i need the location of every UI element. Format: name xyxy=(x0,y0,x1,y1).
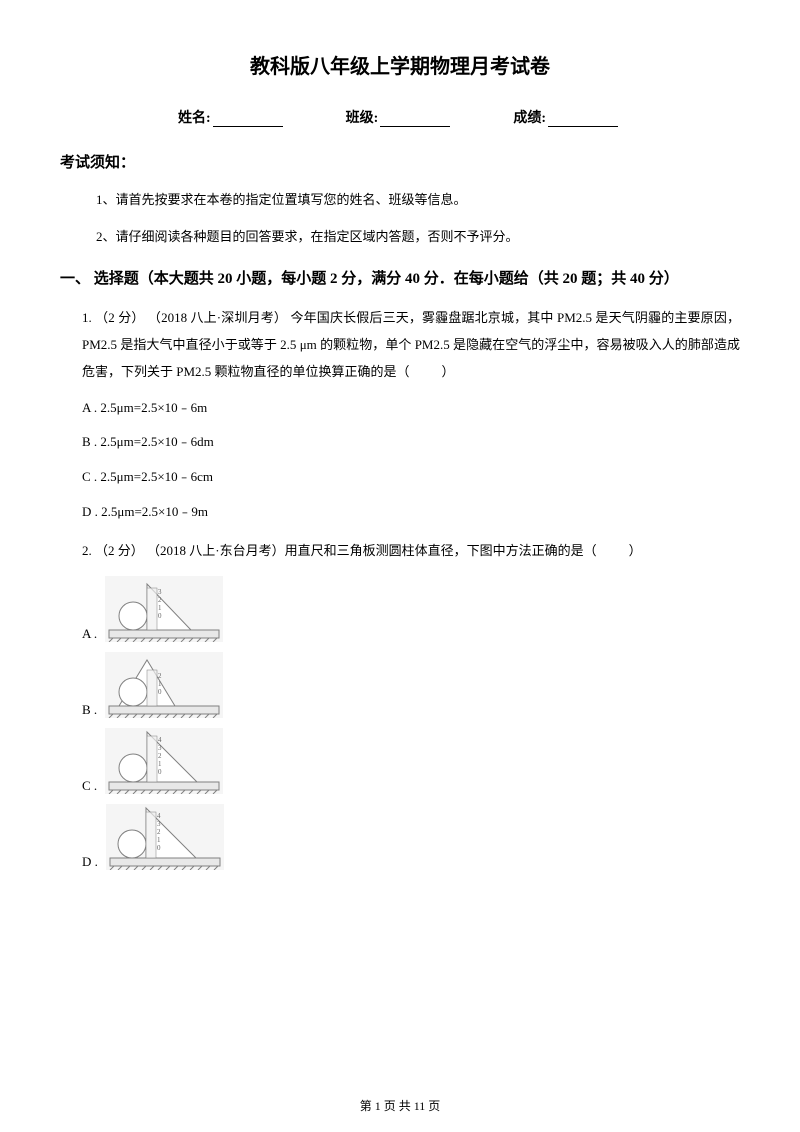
name-blank[interactable] xyxy=(213,111,283,127)
q2-diagram-c: 43210 xyxy=(105,728,223,794)
svg-text:2: 2 xyxy=(158,672,162,680)
svg-text:4: 4 xyxy=(157,812,161,820)
svg-text:1: 1 xyxy=(158,760,162,768)
svg-text:2: 2 xyxy=(158,752,162,760)
notice-item-2: 2、请仔细阅读各种题目的回答要求，在指定区域内答题，否则不予评分。 xyxy=(96,225,740,248)
svg-text:1: 1 xyxy=(157,836,161,844)
section-1-head: 一、 选择题（本大题共 20 小题，每小题 2 分，满分 40 分．在每小题给（… xyxy=(60,267,740,288)
q2-diagram-b: 210 xyxy=(105,652,223,718)
svg-text:3: 3 xyxy=(158,744,162,752)
exam-title: 教科版八年级上学期物理月考试卷 xyxy=(60,50,740,79)
svg-text:1: 1 xyxy=(158,604,162,612)
class-label: 班级: xyxy=(346,111,379,126)
q2-option-b[interactable]: B . 210 xyxy=(82,652,740,718)
q2-b-letter: B . xyxy=(82,703,97,718)
svg-text:0: 0 xyxy=(158,612,162,620)
q2-diagram-d: 43210 xyxy=(106,804,224,870)
score-label: 成绩: xyxy=(513,111,546,126)
svg-text:0: 0 xyxy=(158,768,162,776)
notice-item-1: 1、请首先按要求在本卷的指定位置填写您的姓名、班级等信息。 xyxy=(96,188,740,211)
score-blank[interactable] xyxy=(548,111,618,127)
svg-text:3: 3 xyxy=(158,588,162,596)
q2-option-d[interactable]: D . 43210 xyxy=(82,804,740,870)
svg-text:0: 0 xyxy=(158,688,162,696)
q1-option-c[interactable]: C . 2.5μm=2.5×10﹣6cm xyxy=(82,467,740,488)
notice-head: 考试须知： xyxy=(60,151,740,172)
class-blank[interactable] xyxy=(380,111,450,127)
q2-diagram-a: 3210 xyxy=(105,576,223,642)
q2-d-letter: D . xyxy=(82,855,98,870)
q2-a-letter: A . xyxy=(82,627,97,642)
svg-text:0: 0 xyxy=(157,844,161,852)
page-footer: 第 1 页 共 11 页 xyxy=(0,1097,800,1114)
q1-option-b[interactable]: B . 2.5μm=2.5×10﹣6dm xyxy=(82,432,740,453)
q2-option-c[interactable]: C . 43210 xyxy=(82,728,740,794)
q2-option-a[interactable]: A . 3210 xyxy=(82,576,740,642)
student-info-line: 姓名: 班级: 成绩: xyxy=(60,107,740,127)
name-label: 姓名: xyxy=(178,111,211,126)
q2-stem: 2. （2 分） （2018 八上·东台月考）用直尺和三角板测圆柱体直径，下图中… xyxy=(82,537,740,564)
q2-c-letter: C . xyxy=(82,779,97,794)
svg-text:2: 2 xyxy=(158,596,162,604)
svg-text:3: 3 xyxy=(157,820,161,828)
q1-stem: 1. （2 分） （2018 八上·深圳月考） 今年国庆长假后三天，雾霾盘踞北京… xyxy=(82,304,740,386)
svg-text:1: 1 xyxy=(158,680,162,688)
svg-text:2: 2 xyxy=(157,828,161,836)
q1-option-d[interactable]: D . 2.5μm=2.5×10﹣9m xyxy=(82,502,740,523)
svg-text:4: 4 xyxy=(158,736,162,744)
q1-option-a[interactable]: A . 2.5μm=2.5×10﹣6m xyxy=(82,398,740,419)
